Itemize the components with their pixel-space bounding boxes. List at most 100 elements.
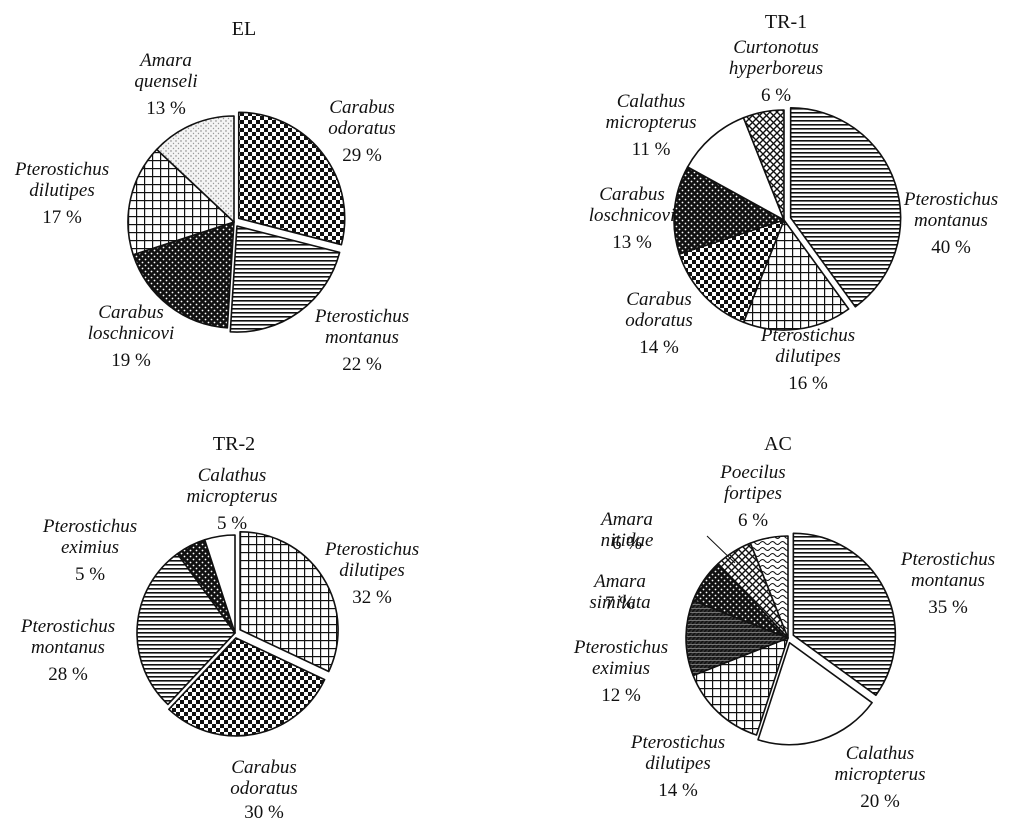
species-name: Pterostichus dilutipes [760, 325, 855, 367]
percent-label: 30 % [244, 802, 284, 821]
species-name: Calathus micropterus [605, 91, 696, 133]
percent-label: 29 % [342, 145, 382, 166]
slice-label: Pterostichus dilutipes 14 % [630, 732, 725, 801]
percent-label: 13 % [146, 98, 186, 119]
slice-label: Carabus odoratus 30 % [230, 757, 298, 823]
pie-title: TR-2 [213, 433, 255, 455]
species-name: Pterostichus montanus [900, 549, 995, 591]
pie-slice-carabus-loschnicovi [673, 166, 785, 255]
percent-label: 32 % [352, 587, 392, 608]
pie-slice-pterostichus-montanus [229, 225, 341, 333]
species-name: Poecilus fortipes [719, 462, 785, 504]
pie-slice-calathus-micropterus [686, 116, 785, 221]
pie-panel-tr-2: TR-2 Pterostichus dilutipes 32 % Carabus o… [20, 433, 419, 823]
pie-slice-pterostichus-dilutipes [742, 219, 850, 331]
species-name: Amara quenseli [134, 50, 197, 92]
species-name: Carabus odoratus [230, 757, 298, 799]
species-name: Carabus loschnicovi [88, 302, 175, 344]
species-name: Pterostichus dilutipes [630, 732, 725, 774]
species-name: Carabus loschnicovi [589, 184, 676, 226]
percent-label: 28 % [48, 664, 88, 685]
slice-label: Carabus loschnicovi 13 % [589, 184, 676, 253]
slice-label: Carabus odoratus 14 % [625, 289, 693, 358]
species-name: Pterostichus montanus [20, 616, 115, 658]
percent-label: 14 % [658, 780, 698, 801]
percent-label: 7 % [605, 593, 635, 614]
leader-line [706, 535, 736, 564]
pie-slice-calathus-micropterus [757, 641, 873, 746]
pie-slice-pterostichus-eximius [685, 599, 789, 677]
species-name: Pterostichus eximius [573, 637, 668, 679]
species-name: Calathus micropterus [834, 743, 925, 785]
percent-label: 19 % [111, 350, 151, 371]
pie-slice-pterostichus-montanus [789, 107, 902, 308]
species-name: Amara nitidae [599, 509, 653, 551]
percent-label: 12 % [601, 685, 641, 706]
percent-label: 20 % [860, 791, 900, 812]
pie-title: TR-1 [765, 11, 807, 33]
pie-slice-carabus-loschnicovi [132, 221, 235, 329]
species-name: Calathus micropterus [186, 465, 277, 507]
species-name: Pterostichus eximius [42, 516, 137, 558]
slice-label: Pterostichus dilutipes 17 % [14, 159, 109, 228]
pie-slices [127, 111, 346, 333]
slice-label: Carabus odoratus 29 % [328, 97, 396, 166]
percent-label: 11 % [632, 139, 671, 160]
percent-label: 22 % [342, 354, 382, 375]
species-name: Pterostichus montanus [314, 306, 409, 348]
slice-label: Pterostichus dilutipes 32 % [324, 539, 419, 608]
slice-label: Pterostichus montanus 40 % [903, 189, 998, 258]
percent-label: 6 % [738, 510, 768, 531]
percent-label: 6 % [761, 85, 791, 106]
pie-slices [136, 530, 339, 737]
slice-label: Poecilus fortipes 6 % [719, 462, 785, 531]
pie-slice-curtonotus-hyperboreus [742, 109, 785, 221]
pie-slice-pterostichus-montanus [792, 532, 897, 697]
percent-label: 40 % [931, 237, 971, 258]
pie-slice-pterostichus-dilutipes [692, 637, 789, 736]
slice-label: Curtonotus hyperboreus 6 % [729, 37, 823, 106]
slice-label: Pterostichus dilutipes 16 % [760, 325, 855, 394]
slice-label: Calathus micropterus 11 % [605, 91, 696, 160]
species-name: Pterostichus montanus [903, 189, 998, 231]
pie-title: EL [232, 18, 256, 40]
percent-label: 35 % [928, 597, 968, 618]
slice-label: Pterostichus eximius 12 % [573, 637, 668, 706]
slice-label: Calathus micropterus 20 % [834, 743, 925, 812]
percent-label: 5 % [217, 513, 247, 534]
slice-label: Amara nitidae 6 % [599, 509, 653, 554]
species-name: Pterostichus dilutipes [324, 539, 419, 581]
pie-slice-pterostichus-dilutipes [239, 530, 339, 673]
pie-slice-poecilus-fortipes [749, 535, 789, 639]
slice-label: Calathus micropterus 5 % [186, 465, 277, 534]
slice-label: Pterostichus montanus 22 % [314, 306, 409, 375]
pie-slice-pterostichus-montanus [136, 552, 236, 706]
pie-slice-carabus-odoratus [168, 637, 326, 737]
percent-label: 17 % [42, 207, 82, 228]
species-name: Curtonotus hyperboreus [729, 37, 823, 79]
pie-slices [685, 532, 897, 746]
pie-panel-tr-1: TR-1 Pterostichus montanus 40 % Pterostic… [589, 11, 998, 394]
species-name: Carabus odoratus [625, 289, 693, 331]
pie-slice-amara-quenseli [155, 115, 235, 223]
pie-panel-ac: AC Pterostichus montanus 35 % Calathus mic… [573, 433, 995, 812]
slice-label: Amara similata 7 % [589, 571, 650, 614]
pie-slice-pterostichus-dilutipes [127, 148, 235, 256]
pie-panel-el: EL Carabus odoratus 29 % Pterostichus mont… [14, 18, 409, 375]
slice-label: Carabus loschnicovi 19 % [88, 302, 175, 371]
species-name: Amara similata [589, 571, 650, 613]
slice-label: Amara quenseli 13 % [134, 50, 197, 119]
percent-label: 14 % [639, 337, 679, 358]
pie-slice-calathus-micropterus [203, 534, 236, 634]
pie-title: AC [764, 433, 792, 455]
species-name: Pterostichus dilutipes [14, 159, 109, 201]
slice-label: Pterostichus montanus 28 % [20, 616, 115, 685]
slice-label: Pterostichus montanus 35 % [900, 549, 995, 618]
pie-slice-carabus-odoratus [237, 111, 346, 246]
percent-label: 13 % [612, 232, 652, 253]
slice-label: Pterostichus eximius 5 % [42, 516, 137, 585]
species-name: Carabus odoratus [328, 97, 396, 139]
pie-slices [673, 107, 902, 331]
